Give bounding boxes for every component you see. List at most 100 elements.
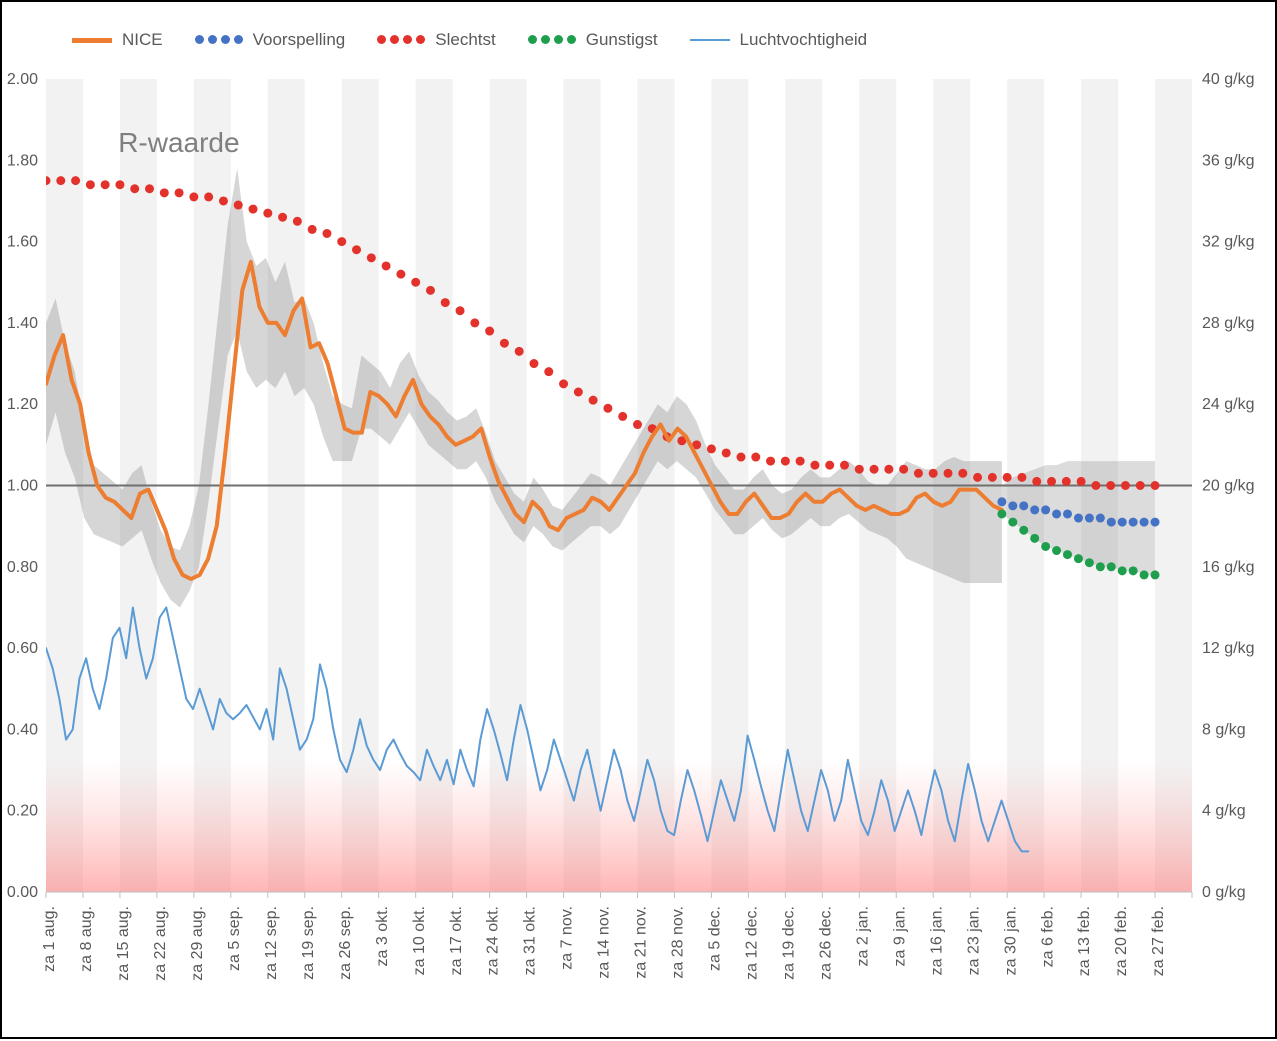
series-slechtst [382,261,391,270]
series-slechtst [929,469,938,478]
series-slechtst [249,205,258,214]
series-slechtst [529,359,538,368]
x-tick-label: za 19 dec. [780,906,797,980]
y-left-tick-label: 0.20 [7,803,38,820]
plot-area: 0.000.200.400.600.801.001.201.401.601.80… [2,2,1277,1041]
series-voorspelling [1140,518,1149,527]
series-voorspelling [1063,509,1072,518]
x-tick-label: za 2 jan. [854,906,871,966]
series-slechtst [1047,477,1056,486]
y-right-tick-label: 36 g/kg [1202,152,1254,169]
series-slechtst [559,379,568,388]
y-right-tick-label: 28 g/kg [1202,315,1254,332]
series-slechtst [944,469,953,478]
series-gunstigst [1151,570,1160,579]
series-slechtst [736,453,745,462]
series-slechtst [308,225,317,234]
series-slechtst [825,461,834,470]
y-left-tick-label: 2.00 [7,71,38,88]
series-slechtst [1003,473,1012,482]
series-voorspelling [1096,514,1105,523]
series-slechtst [470,318,479,327]
series-voorspelling [1041,505,1050,514]
x-tick-label: za 20 feb. [1113,906,1130,976]
series-voorspelling [1129,518,1138,527]
x-tick-label: za 24 okt. [485,906,502,975]
series-gunstigst [1041,542,1050,551]
series-slechtst [426,286,435,295]
x-tick-label: za 15 aug. [115,906,132,981]
x-tick-label: za 5 sep. [226,906,243,971]
series-slechtst [603,404,612,413]
series-slechtst [973,473,982,482]
y-left-tick-label: 1.60 [7,234,38,251]
series-slechtst [234,201,243,210]
series-voorspelling [1019,501,1028,510]
series-gunstigst [1030,534,1039,543]
series-slechtst [958,469,967,478]
series-voorspelling [1074,514,1083,523]
series-gunstigst [1052,546,1061,555]
series-slechtst [1151,481,1160,490]
series-slechtst [456,306,465,315]
series-gunstigst [1063,550,1072,559]
series-slechtst [707,444,716,453]
x-tick-label: za 26 dec. [817,906,834,980]
y-right-tick-label: 20 g/kg [1202,478,1254,495]
series-slechtst [515,347,524,356]
x-tick-label: za 27 feb. [1150,906,1167,976]
series-slechtst [411,278,420,287]
series-slechtst [145,184,154,193]
series-slechtst [189,192,198,201]
series-slechtst [914,469,923,478]
y-left-tick-label: 0.40 [7,721,38,738]
series-gunstigst [1107,562,1116,571]
x-tick-label: za 6 feb. [1039,906,1056,967]
series-slechtst [796,457,805,466]
series-slechtst [751,453,760,462]
series-slechtst [263,209,272,218]
x-tick-label: za 13 feb. [1076,906,1093,976]
series-slechtst [42,176,51,185]
series-slechtst [870,465,879,474]
x-tick-label: za 3 okt. [374,906,391,966]
x-tick-label: za 8 aug. [78,906,95,972]
x-tick-label: za 22 aug. [152,906,169,981]
series-slechtst [441,298,450,307]
y-left-tick-label: 0.60 [7,640,38,657]
series-slechtst [322,229,331,238]
y-left-tick-label: 1.00 [7,478,38,495]
y-left-tick-label: 1.80 [7,152,38,169]
series-slechtst [633,420,642,429]
x-tick-label: za 19 sep. [300,906,317,980]
series-slechtst [367,253,376,262]
series-slechtst [500,339,509,348]
y-right-tick-label: 0 g/kg [1202,884,1246,901]
y-left-tick-label: 0.00 [7,884,38,901]
series-slechtst [574,388,583,397]
series-slechtst [855,465,864,474]
series-gunstigst [1019,526,1028,535]
series-gunstigst [997,509,1006,518]
series-gunstigst [1074,554,1083,563]
series-slechtst [766,457,775,466]
series-slechtst [278,213,287,222]
series-slechtst [1077,477,1086,486]
series-voorspelling [1118,518,1127,527]
x-tick-label: za 10 okt. [411,906,428,975]
x-tick-label: za 23 jan. [965,906,982,975]
y-right-tick-label: 16 g/kg [1202,559,1254,576]
series-slechtst [544,367,553,376]
y-right-tick-label: 40 g/kg [1202,71,1254,88]
series-voorspelling [1107,518,1116,527]
series-slechtst [589,396,598,405]
y-right-tick-label: 12 g/kg [1202,640,1254,657]
chart-title: R-waarde [118,127,239,158]
x-tick-label: za 28 nov. [670,906,687,979]
series-slechtst [175,188,184,197]
series-voorspelling [997,497,1006,506]
series-slechtst [781,457,790,466]
x-tick-label: za 17 okt. [448,906,465,975]
series-slechtst [56,176,65,185]
series-slechtst [810,461,819,470]
